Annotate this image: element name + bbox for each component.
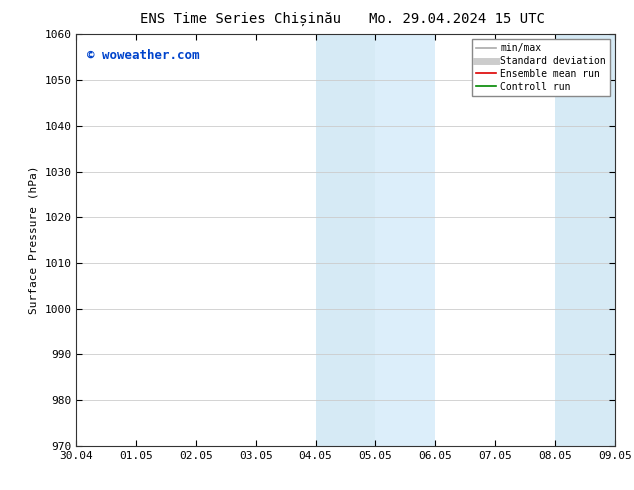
Bar bbox=[316, 34, 375, 446]
Bar bbox=[555, 34, 615, 446]
Text: © woweather.com: © woweather.com bbox=[87, 49, 199, 62]
Legend: min/max, Standard deviation, Ensemble mean run, Controll run: min/max, Standard deviation, Ensemble me… bbox=[472, 39, 610, 96]
Text: Mo. 29.04.2024 15 UTC: Mo. 29.04.2024 15 UTC bbox=[368, 12, 545, 26]
Text: ENS Time Series Chișinău: ENS Time Series Chișinău bbox=[140, 12, 342, 26]
Y-axis label: Surface Pressure (hPa): Surface Pressure (hPa) bbox=[29, 166, 39, 315]
Bar bbox=[375, 34, 436, 446]
